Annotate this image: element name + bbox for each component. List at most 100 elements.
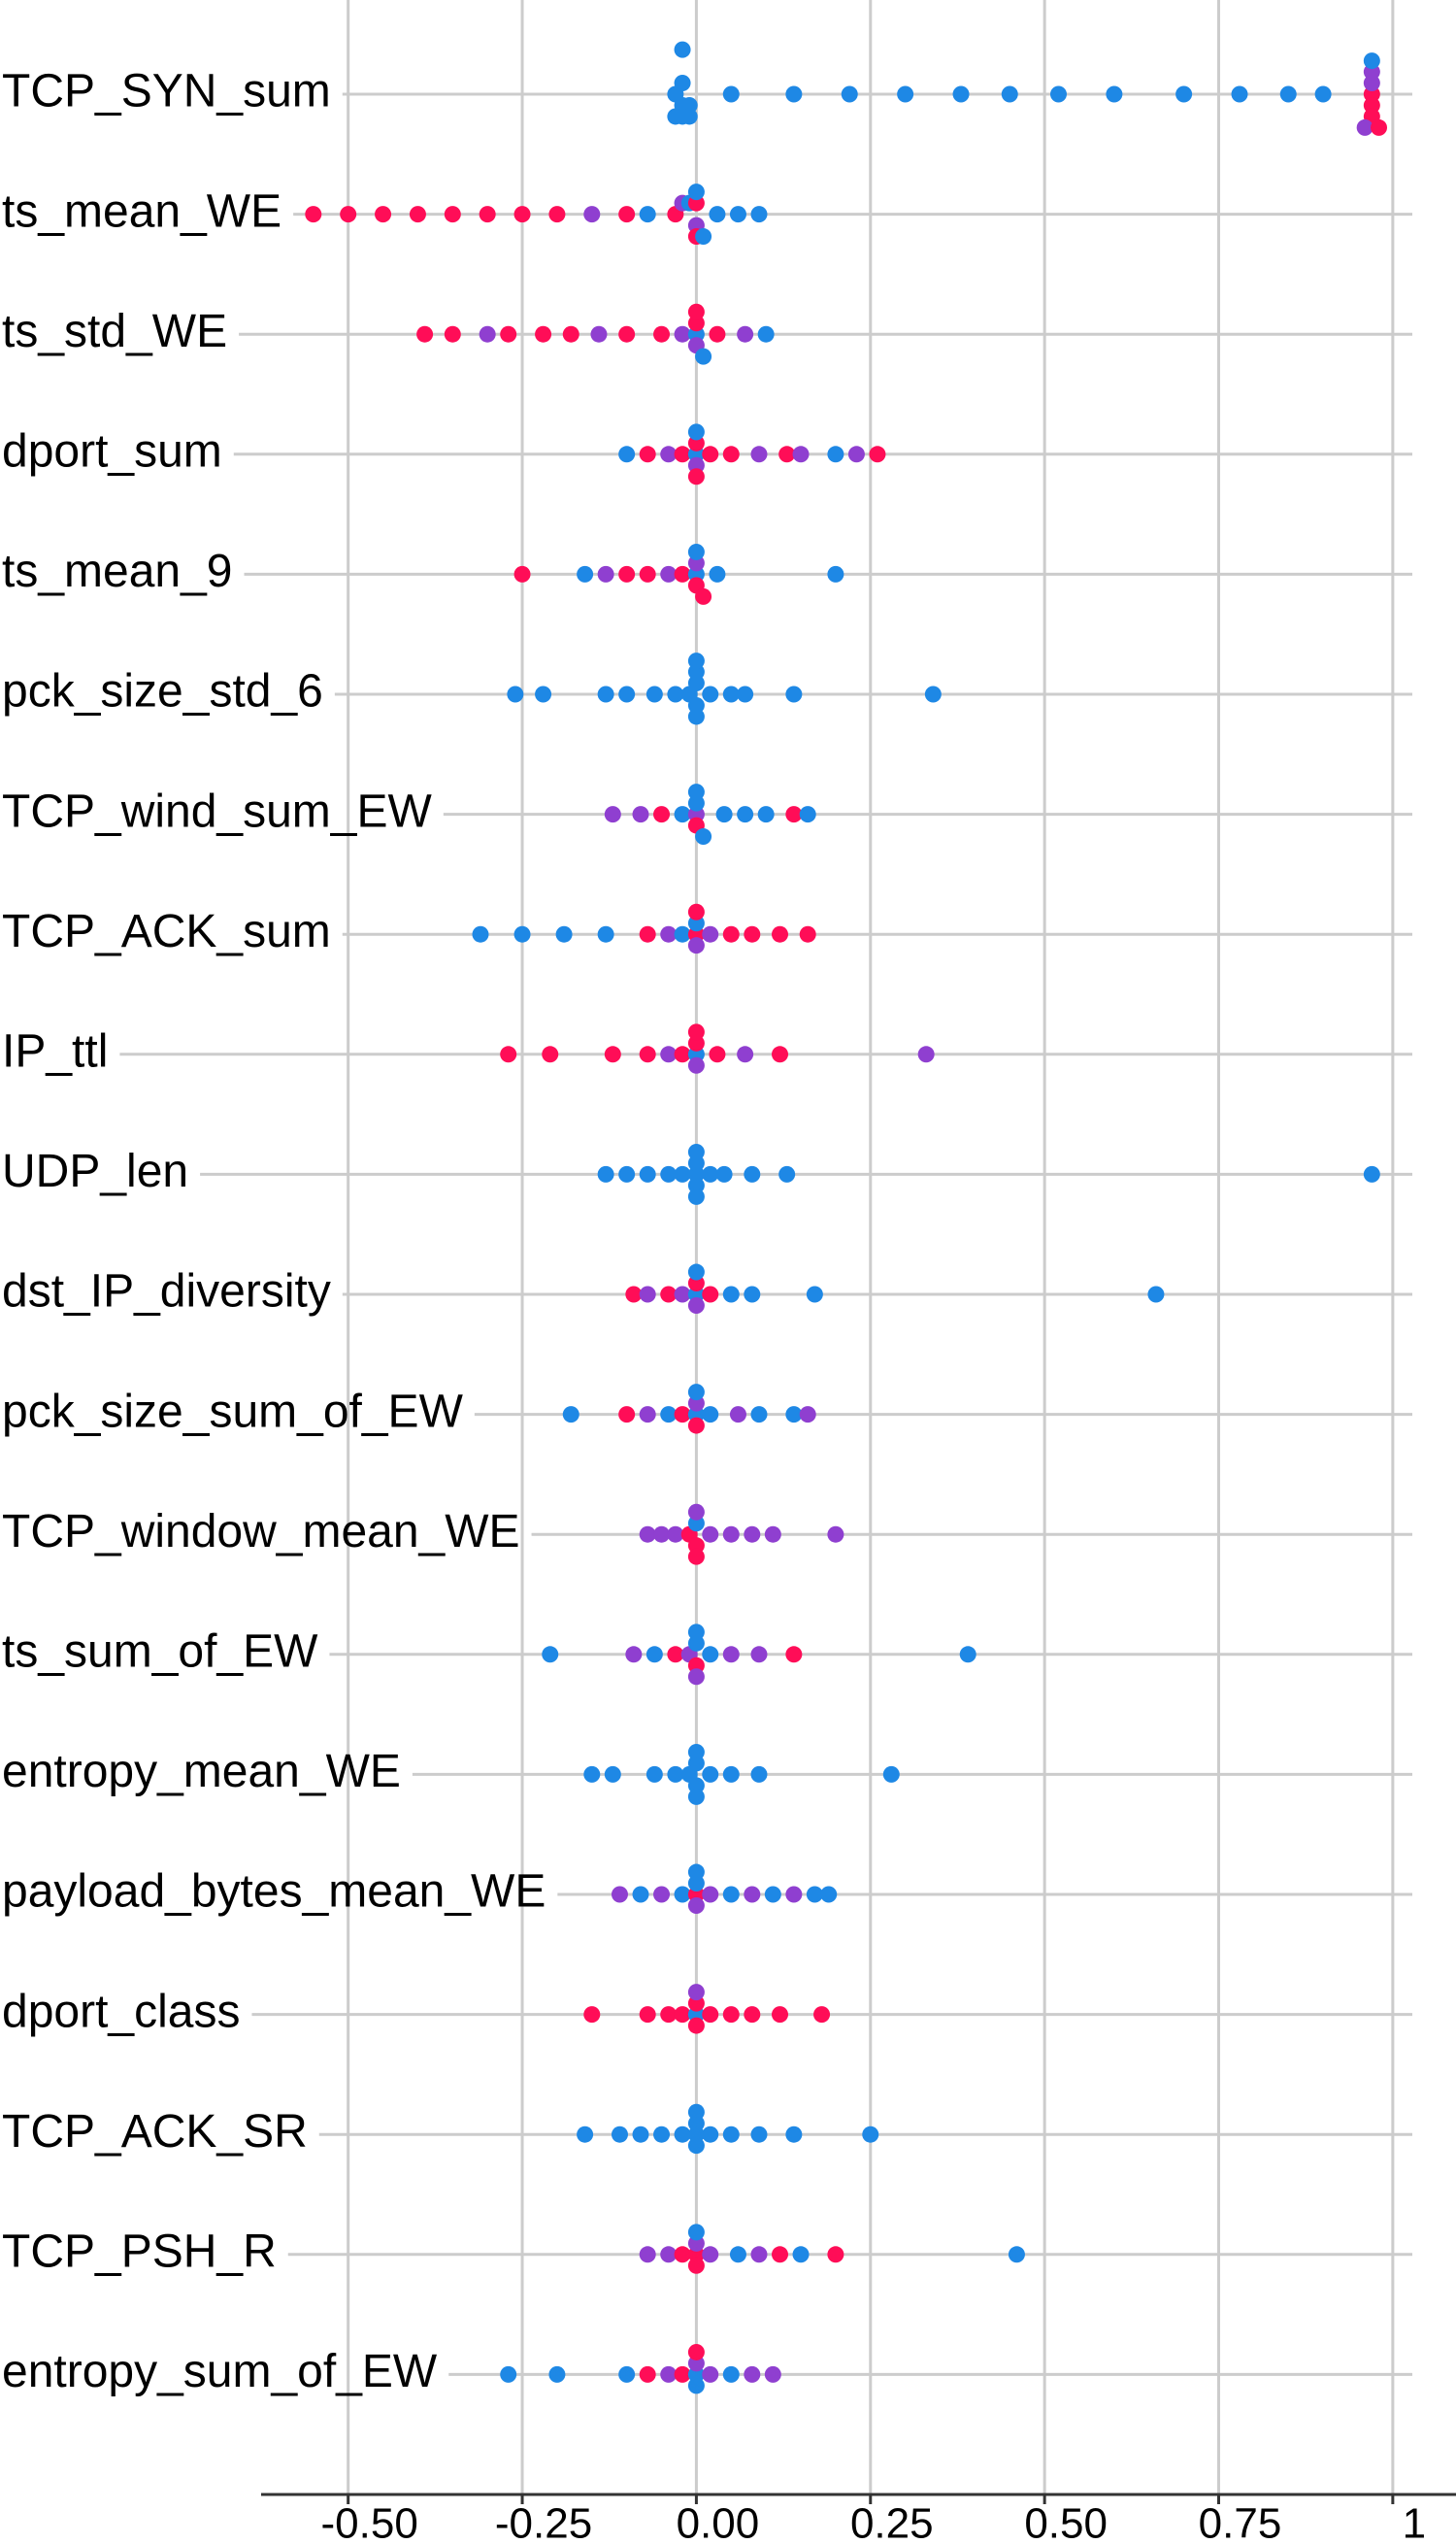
dot	[687, 2224, 705, 2241]
dot	[597, 925, 614, 943]
dot	[715, 1165, 733, 1183]
dot	[674, 1406, 691, 1423]
dot	[674, 446, 691, 463]
dot	[618, 1406, 636, 1423]
dot	[695, 228, 712, 246]
dot	[687, 2137, 705, 2155]
dot	[639, 2006, 656, 2024]
dot	[639, 925, 656, 943]
dot	[806, 1286, 823, 1303]
dot	[792, 446, 810, 463]
dot	[772, 2006, 789, 2024]
dot	[827, 446, 844, 463]
dot	[667, 1646, 684, 1663]
dot	[687, 784, 705, 801]
dot	[674, 1886, 691, 1903]
dot	[625, 1646, 643, 1663]
dot	[687, 1023, 705, 1041]
dot	[702, 2246, 719, 2263]
dot	[674, 925, 691, 943]
dot	[737, 325, 754, 343]
dot	[687, 708, 705, 725]
dot	[799, 925, 816, 943]
dot	[729, 1406, 746, 1423]
dot	[597, 565, 614, 583]
dot	[639, 1046, 656, 1063]
dot	[1106, 85, 1123, 103]
dot	[744, 1525, 761, 1543]
dot	[1314, 85, 1332, 103]
dot	[660, 925, 678, 943]
dot	[882, 1765, 900, 1783]
dot	[702, 925, 719, 943]
dot	[702, 1886, 719, 1903]
dot	[687, 1788, 705, 1805]
dot	[737, 806, 754, 823]
dot	[744, 2006, 761, 2024]
dot	[674, 2006, 691, 2024]
dot	[667, 108, 684, 125]
dot	[618, 565, 636, 583]
dot	[709, 1046, 726, 1063]
dot	[813, 2006, 831, 2024]
dot	[722, 1646, 740, 1663]
dot	[660, 446, 678, 463]
dot	[500, 2365, 517, 2383]
dot	[687, 1417, 705, 1434]
dot	[806, 1886, 823, 1903]
dot	[416, 325, 434, 343]
x-tick-label: 0.25	[850, 2500, 934, 2544]
dot	[687, 2257, 705, 2274]
dot	[1371, 118, 1388, 136]
dot	[674, 1046, 691, 1063]
dot	[687, 2017, 705, 2034]
dot	[722, 446, 740, 463]
dot	[785, 1886, 803, 1903]
dot	[687, 1623, 705, 1641]
dot	[785, 2126, 803, 2143]
dot	[639, 2246, 656, 2263]
dot	[722, 1886, 740, 1903]
dot	[722, 2365, 740, 2383]
feature-label: entropy_sum_of_EW	[2, 2346, 438, 2397]
dot	[660, 1406, 678, 1423]
x-tick-label: 0.50	[1024, 2500, 1108, 2544]
dot	[687, 653, 705, 670]
dot	[737, 1046, 754, 1063]
dot	[507, 686, 524, 703]
dot	[687, 1863, 705, 1881]
dot	[583, 1765, 601, 1783]
dot	[1147, 1286, 1165, 1303]
dot	[555, 925, 573, 943]
dot	[597, 1165, 614, 1183]
dot	[674, 75, 691, 92]
dot	[660, 2246, 678, 2263]
dot	[702, 1406, 719, 1423]
dot	[444, 206, 461, 223]
feature-label: TCP_PSH_R	[2, 2226, 277, 2277]
dot	[785, 1646, 803, 1663]
feature-label: TCP_wind_sum_EW	[2, 786, 433, 837]
dot	[687, 1263, 705, 1281]
x-tick-label: 1	[1403, 2500, 1426, 2544]
dot	[660, 1165, 678, 1183]
dot	[513, 565, 531, 583]
dot	[785, 806, 803, 823]
dot	[722, 925, 740, 943]
feature-label: ts_sum_of_EW	[2, 1625, 318, 1677]
dot	[611, 2126, 628, 2143]
dot	[744, 925, 761, 943]
dot	[702, 2006, 719, 2024]
dot	[687, 937, 705, 954]
dot	[778, 1165, 796, 1183]
dot	[645, 686, 663, 703]
dot	[744, 1165, 761, 1183]
dot	[542, 1046, 559, 1063]
dot	[674, 2365, 691, 2383]
dot	[674, 1286, 691, 1303]
dot	[709, 565, 726, 583]
dot	[674, 325, 691, 343]
dot	[604, 1046, 621, 1063]
dot	[695, 828, 712, 846]
dot	[645, 1646, 663, 1663]
